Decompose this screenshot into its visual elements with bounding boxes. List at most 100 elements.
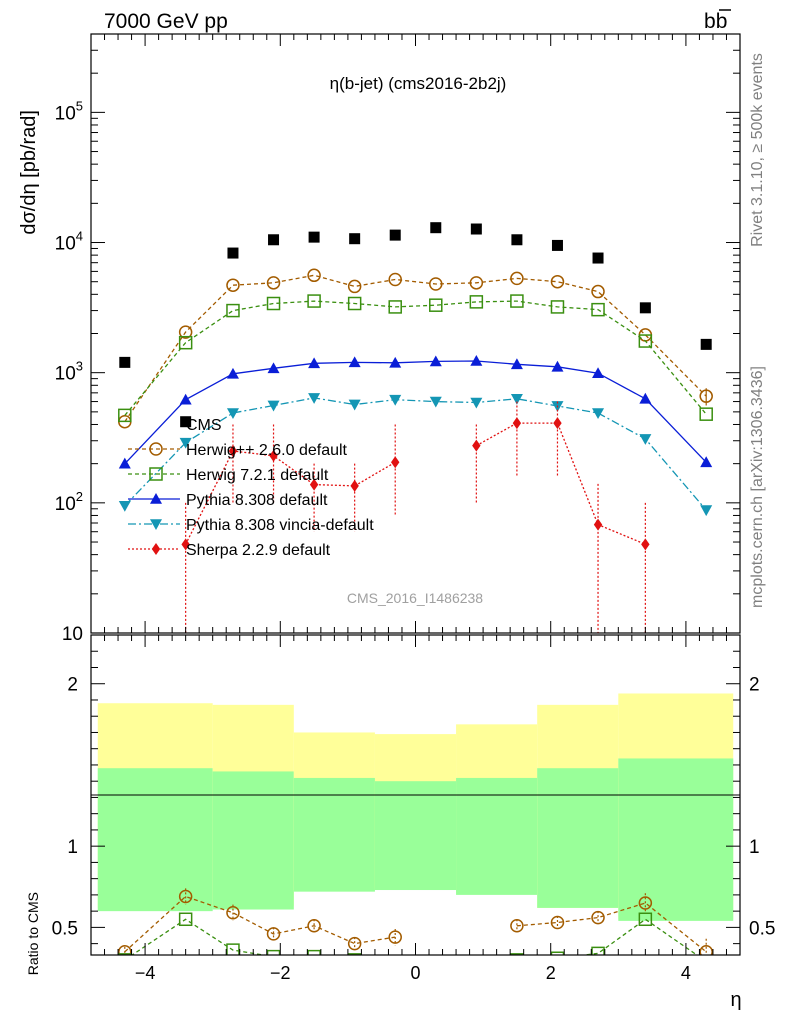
series-1-line (124, 274, 707, 423)
ratio-series-2-point (638, 912, 653, 927)
ratio-tick-label: 0.5 (52, 918, 78, 939)
y-axis-label: dσ/dη [pb/rad] (18, 110, 40, 235)
series-4-point (267, 400, 280, 412)
x-tick-label: 4 (681, 963, 691, 983)
band-inner-4 (456, 777, 538, 895)
series-2-point (510, 294, 524, 308)
series-0-point (389, 229, 401, 241)
series-1-point (226, 278, 240, 292)
ratio-series-2-line (130, 918, 698, 955)
y-tick-label-base: 10 (55, 494, 76, 515)
legend-label-2: Herwig 7.2.1 default (186, 467, 329, 484)
series-5-point (309, 478, 319, 491)
series-4-point (179, 437, 192, 449)
series-0-point (592, 252, 604, 264)
series-4-point (510, 393, 523, 405)
series-1-point (510, 271, 524, 286)
series-5-point (391, 456, 400, 469)
y-tick-label-exponent: 3 (76, 359, 83, 374)
band-inner-1 (212, 771, 294, 910)
series-1-point (469, 276, 484, 290)
band-inner-2 (293, 777, 375, 892)
series-0-point (551, 239, 563, 251)
process-label: bb (704, 10, 727, 33)
series-4-point (348, 399, 361, 411)
y-tick-label-exponent: 4 (76, 229, 83, 244)
ratio-series-1-point (266, 927, 281, 941)
series-0-point (119, 356, 131, 368)
series-2-point (226, 303, 240, 318)
series-3-point (470, 354, 483, 366)
series-4-point (389, 394, 402, 406)
ratio-series-2-point (550, 951, 565, 955)
series-3-point (429, 355, 442, 367)
ratio-tick-label: 1 (67, 837, 78, 858)
series-5-point (593, 518, 603, 531)
series-2-point (307, 294, 321, 308)
series-2-point (429, 298, 443, 312)
y-tick-label: 104 (55, 229, 83, 255)
series-4-point (700, 505, 713, 517)
series-3-point (179, 393, 192, 405)
series-1-point (178, 325, 193, 339)
series-3-point (592, 367, 605, 379)
series-1-point (591, 284, 605, 299)
series-4-point (429, 396, 442, 408)
series-0-point (511, 234, 523, 246)
ratio-series-1-point (699, 945, 713, 955)
x-tick-label: −4 (135, 963, 156, 983)
series-5-point (228, 445, 238, 458)
legend-label-1: Herwig++ 2.6.0 default (186, 442, 348, 459)
ratio-series-1-point (550, 915, 565, 930)
series-2-point (118, 408, 132, 423)
series-0-point (430, 222, 442, 234)
series-0-point (227, 247, 239, 259)
series-4-line (124, 397, 707, 511)
series-1-point (266, 276, 281, 290)
ratio-series-1-point (347, 936, 362, 951)
ratio-series-1-point (388, 930, 402, 944)
ratio-series-1-point (510, 919, 524, 933)
series-3-line (124, 360, 707, 465)
ratio-tick-label: 2 (67, 675, 78, 696)
series-2-point (266, 296, 281, 311)
y-tick-label-base: 10 (55, 103, 76, 124)
series-4-point (118, 500, 131, 512)
series-3-point (267, 362, 280, 374)
series-2-point (178, 335, 193, 350)
ratio-series-2-point (266, 949, 281, 955)
series-5-point (269, 449, 278, 462)
ratio-series-1-point (178, 889, 193, 904)
series-4-point (639, 434, 652, 445)
series-1-point (347, 279, 362, 294)
ratio-series-1-point (226, 906, 240, 920)
series-2-line (124, 300, 707, 416)
ratio-series-1-line (124, 895, 707, 953)
process-label-bbar: b (716, 10, 728, 33)
x-tick-label: −2 (270, 963, 291, 983)
series-0-point (349, 233, 361, 245)
series-4-point (308, 393, 321, 404)
series-5-point (553, 417, 562, 430)
series-3-point (118, 457, 131, 469)
series-1-point (699, 389, 713, 403)
legend-label-4: Pythia 8.308 vincia-default (186, 517, 374, 534)
series-2-point (347, 296, 362, 311)
series-0-point (180, 416, 192, 428)
ratio-series-2-point (226, 943, 240, 955)
series-1-point (388, 272, 402, 287)
series-2-point (591, 302, 605, 317)
y-tick-label: 102 (55, 489, 83, 515)
series-5-point (512, 417, 522, 430)
legend: CMS Herwig++ 2.6.0 default Herwig 7.2.1 de… (128, 417, 374, 559)
ratio-series-1-point (591, 910, 605, 925)
ratio-series-2-point (178, 912, 193, 927)
legend-label-5: Sherpa 2.2.9 default (186, 542, 331, 559)
ratio-series-1-point (307, 919, 321, 933)
ratio-tick-label-right: 0.5 (749, 918, 775, 939)
series-5-point (641, 538, 650, 551)
band-inner-6 (618, 758, 734, 921)
series-3-point (551, 360, 564, 372)
series-2-point (699, 407, 713, 421)
